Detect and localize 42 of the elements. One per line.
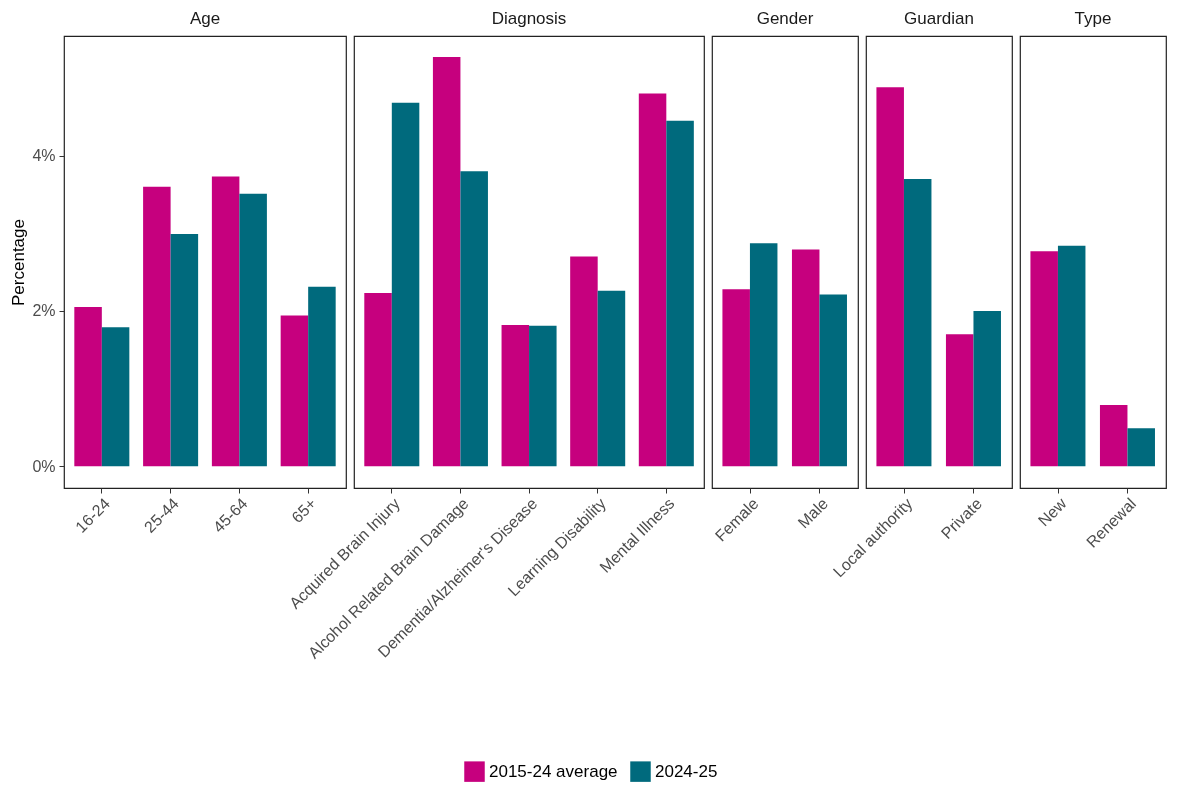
bar xyxy=(170,234,199,467)
bar xyxy=(819,294,847,467)
y-tick-label: 0% xyxy=(32,457,56,475)
bar xyxy=(74,307,102,467)
chart-title: Guardian xyxy=(904,9,974,28)
x-tick-label: 65+ xyxy=(288,494,320,527)
bar xyxy=(1127,428,1155,467)
bar xyxy=(239,193,267,467)
y-axis-title: Percentage xyxy=(9,219,29,306)
legend-label: 2024-25 xyxy=(655,761,718,781)
bar xyxy=(666,120,694,467)
bar xyxy=(391,102,420,467)
bar xyxy=(791,249,820,467)
bar xyxy=(945,334,974,467)
chart-title: Age xyxy=(189,9,221,28)
bar xyxy=(638,93,667,467)
bar xyxy=(722,289,750,467)
y-tick-label: 4% xyxy=(32,147,56,165)
bar xyxy=(876,87,904,467)
bar xyxy=(903,178,932,467)
chart-title: Gender xyxy=(756,9,814,28)
bar xyxy=(973,310,1001,467)
bar xyxy=(308,286,336,467)
bar xyxy=(460,171,488,467)
bar xyxy=(280,315,309,467)
bar xyxy=(143,186,171,467)
chart-title: Diagnosis xyxy=(491,9,567,28)
bar xyxy=(432,56,461,467)
bar xyxy=(749,243,778,467)
bar xyxy=(529,325,557,467)
bar xyxy=(364,293,392,467)
bar xyxy=(1099,404,1128,467)
bar xyxy=(1057,245,1086,467)
chart-title: Type xyxy=(1074,9,1112,28)
bar xyxy=(101,327,130,467)
bar xyxy=(211,176,240,467)
bar xyxy=(501,324,530,467)
y-tick-label: 2% xyxy=(32,302,56,320)
bar xyxy=(570,256,598,467)
bar xyxy=(1030,251,1058,467)
bar xyxy=(597,290,626,467)
legend-label: 2015-24 average xyxy=(489,761,618,781)
